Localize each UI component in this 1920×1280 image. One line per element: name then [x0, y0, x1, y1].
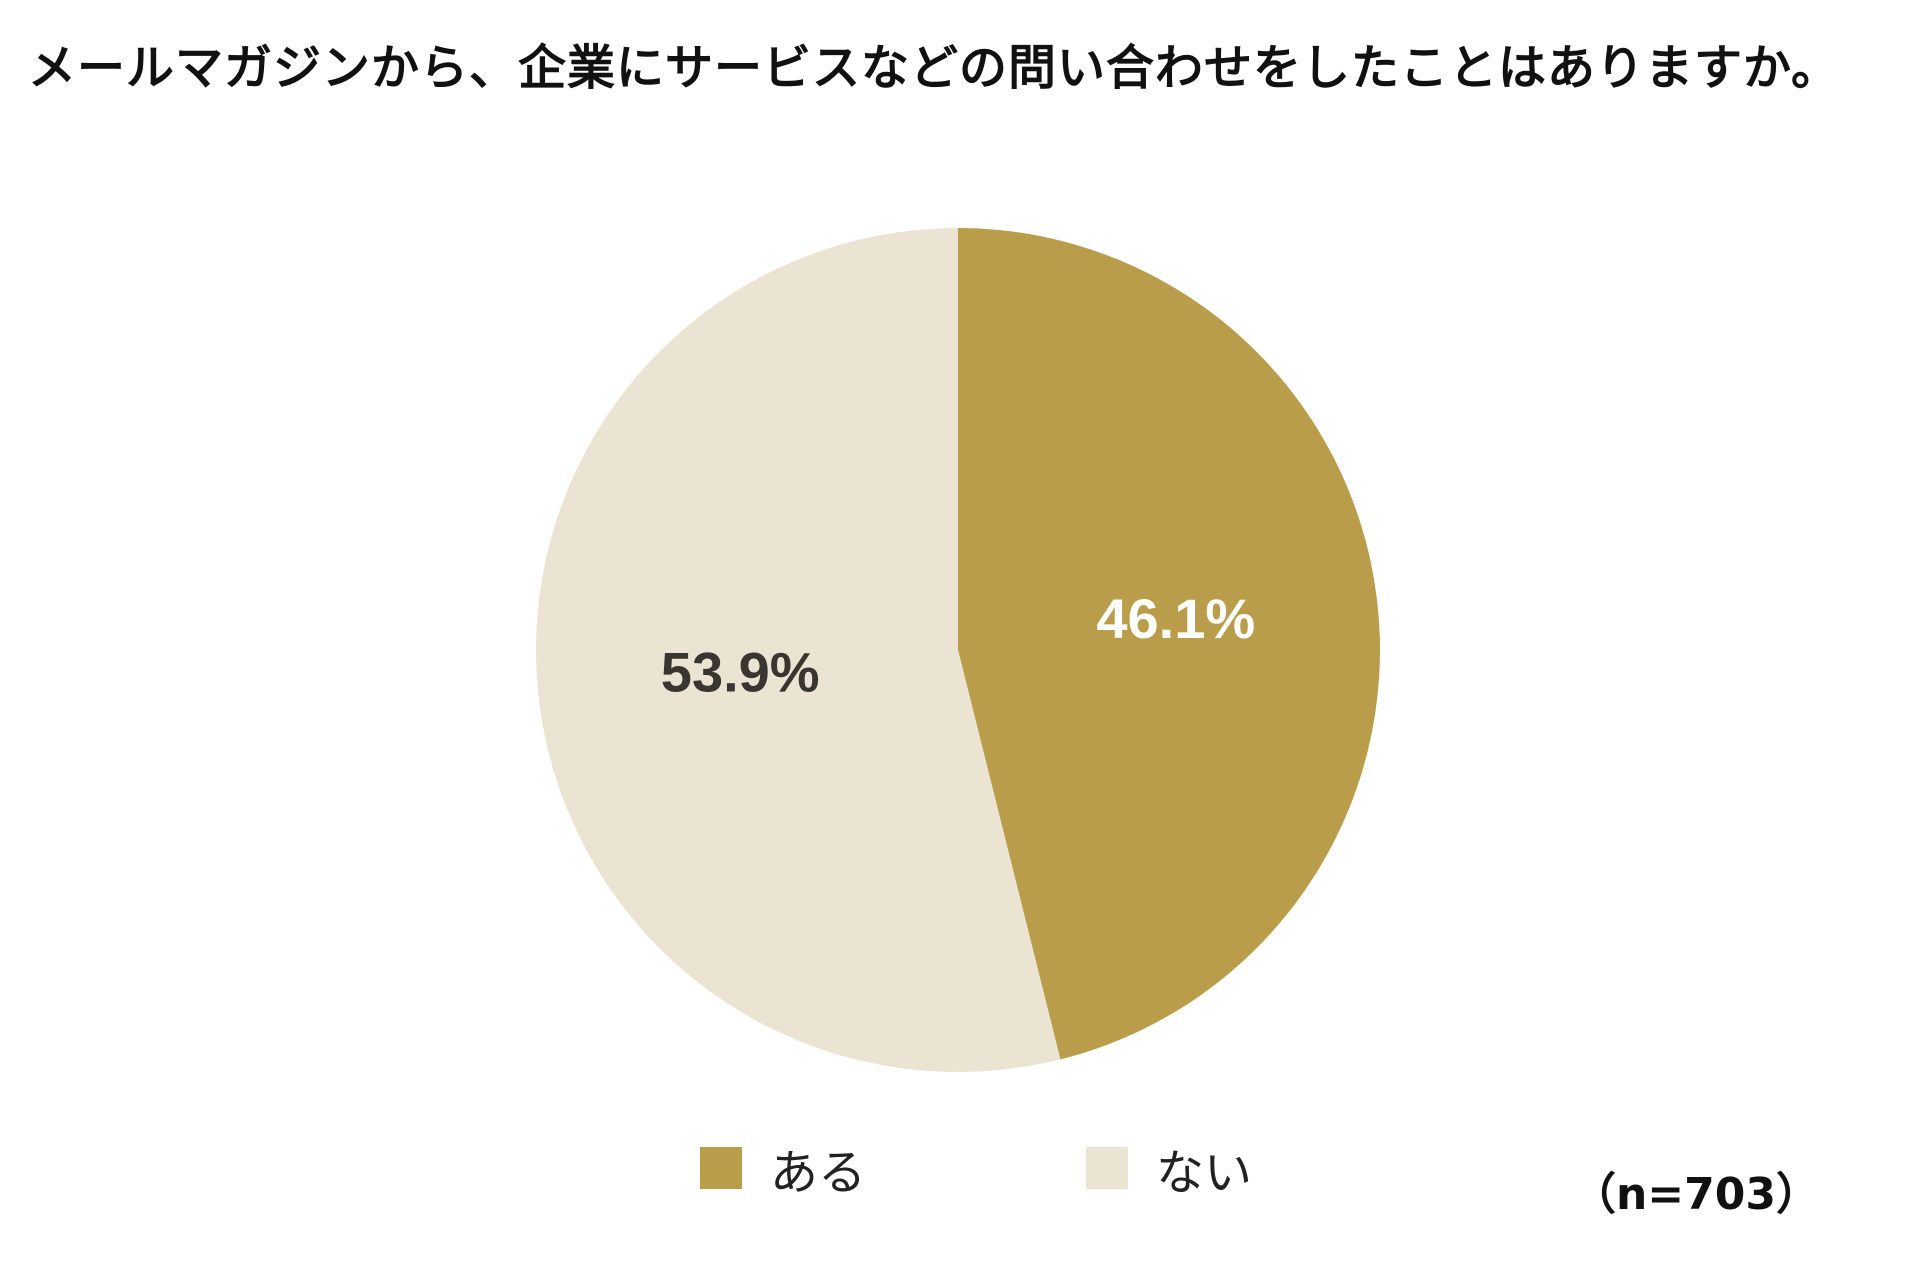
pie-slice-nai [536, 228, 1061, 1072]
legend-item-aru: ある [700, 1133, 866, 1203]
sample-size-label: （n=703） [1571, 1169, 1820, 1220]
legend-swatch-aru [700, 1147, 742, 1189]
pie-slice-aru [958, 228, 1380, 1060]
data-label-aru: 46.1% [1096, 587, 1255, 650]
chart-title: メールマガジンから、企業にサービスなどの問い合わせをしたことはありますか。 [28, 40, 1841, 96]
data-label-nai: 53.9% [661, 641, 820, 704]
legend-label-aru: ある [770, 1145, 867, 1201]
legend-item-nai: ない [1086, 1133, 1252, 1203]
legend-label-nai: ない [1156, 1145, 1253, 1201]
legend-swatch-nai [1086, 1147, 1128, 1189]
